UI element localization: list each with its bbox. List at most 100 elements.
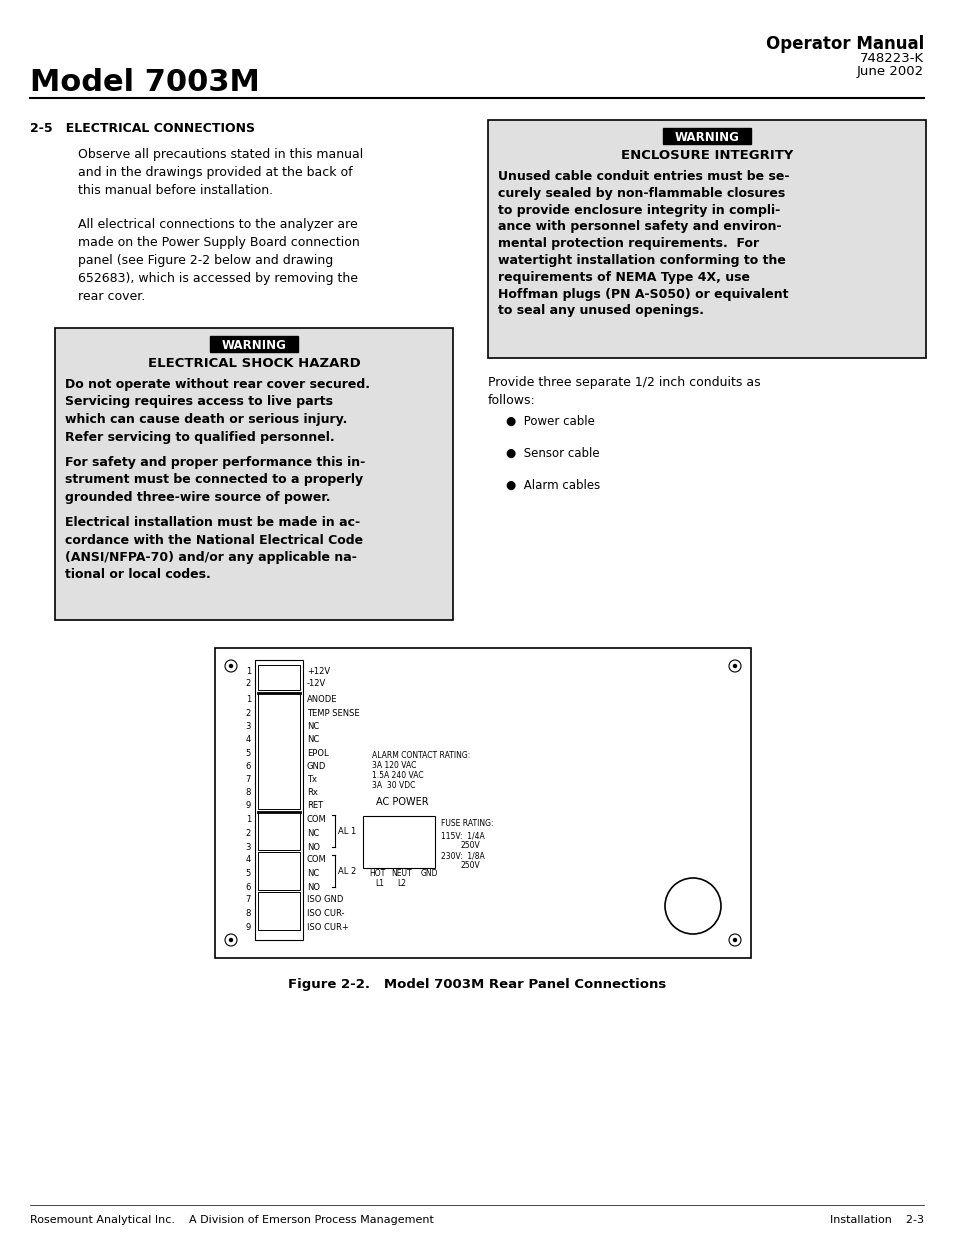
Circle shape bbox=[230, 939, 233, 941]
Text: 7: 7 bbox=[245, 894, 251, 904]
Text: ELECTRICAL SHOCK HAZARD: ELECTRICAL SHOCK HAZARD bbox=[148, 357, 360, 370]
Text: 3: 3 bbox=[245, 842, 251, 851]
Text: NC: NC bbox=[307, 735, 319, 745]
Bar bbox=[662, 128, 750, 144]
Text: Provide three separate 1/2 inch conduits as
follows:: Provide three separate 1/2 inch conduits… bbox=[488, 375, 760, 408]
Text: ●  Sensor cable: ● Sensor cable bbox=[505, 447, 599, 459]
Bar bbox=[257, 811, 299, 850]
Text: Unused cable conduit entries must be se-
curely sealed by non-flammable closures: Unused cable conduit entries must be se-… bbox=[497, 170, 789, 317]
Text: RET: RET bbox=[307, 802, 323, 810]
Text: L2: L2 bbox=[396, 879, 406, 888]
Text: 6: 6 bbox=[245, 762, 251, 771]
Bar bbox=[55, 329, 453, 620]
Text: 3A  30 VDC: 3A 30 VDC bbox=[372, 781, 415, 789]
Text: EPOL: EPOL bbox=[307, 748, 328, 757]
Text: HOT: HOT bbox=[369, 869, 385, 878]
Text: Electrical installation must be made in ac-
cordance with the National Electrica: Electrical installation must be made in … bbox=[65, 516, 363, 582]
Text: Model 7003M: Model 7003M bbox=[30, 68, 259, 98]
Text: NC: NC bbox=[307, 722, 319, 731]
Bar bbox=[257, 693, 299, 809]
Text: 7: 7 bbox=[245, 776, 251, 784]
Text: TEMP SENSE: TEMP SENSE bbox=[307, 709, 359, 718]
Text: ENCLOSURE INTEGRITY: ENCLOSURE INTEGRITY bbox=[620, 149, 792, 162]
Text: NC: NC bbox=[307, 829, 319, 837]
Bar bbox=[257, 892, 299, 930]
Bar bbox=[488, 120, 925, 358]
Bar bbox=[254, 659, 303, 940]
Bar bbox=[214, 648, 750, 958]
Text: NC: NC bbox=[307, 868, 319, 878]
Text: AL 1: AL 1 bbox=[337, 826, 355, 836]
Text: 9: 9 bbox=[246, 802, 251, 810]
Text: 2-5   ELECTRICAL CONNECTIONS: 2-5 ELECTRICAL CONNECTIONS bbox=[30, 122, 254, 135]
Text: 2: 2 bbox=[246, 709, 251, 718]
Circle shape bbox=[225, 659, 236, 672]
Circle shape bbox=[230, 664, 233, 667]
Circle shape bbox=[733, 664, 736, 667]
Text: COM: COM bbox=[307, 855, 327, 863]
Bar bbox=[257, 852, 299, 890]
Text: For safety and proper performance this in-
strument must be connected to a prope: For safety and proper performance this i… bbox=[65, 456, 365, 504]
Text: ●  Alarm cables: ● Alarm cables bbox=[505, 479, 599, 492]
Text: 3: 3 bbox=[245, 722, 251, 731]
Text: ●  Power cable: ● Power cable bbox=[505, 415, 595, 429]
Text: FUSE RATING:: FUSE RATING: bbox=[440, 820, 493, 829]
Text: 250V: 250V bbox=[460, 841, 480, 851]
Text: ALARM CONTACT RATING:: ALARM CONTACT RATING: bbox=[372, 751, 470, 760]
Text: NEUT: NEUT bbox=[391, 869, 411, 878]
Circle shape bbox=[728, 934, 740, 946]
Text: 1: 1 bbox=[246, 815, 251, 824]
Text: GND: GND bbox=[307, 762, 326, 771]
Text: AL 2: AL 2 bbox=[337, 867, 355, 876]
Text: ISO CUR-: ISO CUR- bbox=[307, 909, 344, 918]
Text: Rosemount Analytical Inc.    A Division of Emerson Process Management: Rosemount Analytical Inc. A Division of … bbox=[30, 1215, 434, 1225]
Text: 115V:  1/4A: 115V: 1/4A bbox=[440, 831, 484, 841]
Circle shape bbox=[733, 939, 736, 941]
Text: June 2002: June 2002 bbox=[856, 65, 923, 78]
Text: WARNING: WARNING bbox=[674, 131, 739, 144]
Text: Observe all precautions stated in this manual
and in the drawings provided at th: Observe all precautions stated in this m… bbox=[78, 148, 363, 198]
Text: 748223-K: 748223-K bbox=[859, 52, 923, 65]
Text: 9: 9 bbox=[246, 923, 251, 931]
Text: Do not operate without rear cover secured.
Servicing requires access to live par: Do not operate without rear cover secure… bbox=[65, 378, 370, 443]
Text: +12V: +12V bbox=[307, 667, 330, 677]
Text: Operator Manual: Operator Manual bbox=[765, 35, 923, 53]
Text: ISO GND: ISO GND bbox=[307, 894, 343, 904]
Text: AC POWER: AC POWER bbox=[375, 797, 428, 806]
Circle shape bbox=[225, 934, 236, 946]
Text: 1: 1 bbox=[246, 695, 251, 704]
Bar bbox=[257, 664, 299, 690]
Bar bbox=[210, 336, 297, 352]
Text: -12V: -12V bbox=[307, 678, 326, 688]
Text: 5: 5 bbox=[246, 868, 251, 878]
Circle shape bbox=[728, 659, 740, 672]
Text: All electrical connections to the analyzer are
made on the Power Supply Board co: All electrical connections to the analyz… bbox=[78, 219, 359, 303]
Text: WARNING: WARNING bbox=[221, 338, 286, 352]
Text: Figure 2-2.   Model 7003M Rear Panel Connections: Figure 2-2. Model 7003M Rear Panel Conne… bbox=[288, 978, 665, 990]
Text: 230V:  1/8A: 230V: 1/8A bbox=[440, 851, 484, 861]
Circle shape bbox=[664, 878, 720, 934]
Text: NO: NO bbox=[307, 883, 319, 892]
Text: 3A 120 VAC: 3A 120 VAC bbox=[372, 761, 416, 769]
Text: Installation    2-3: Installation 2-3 bbox=[829, 1215, 923, 1225]
Text: 5: 5 bbox=[246, 748, 251, 757]
Text: 8: 8 bbox=[245, 788, 251, 798]
Text: NO: NO bbox=[307, 842, 319, 851]
Text: 4: 4 bbox=[246, 855, 251, 863]
Text: Tx: Tx bbox=[307, 776, 316, 784]
Bar bbox=[363, 816, 435, 868]
Text: ISO CUR+: ISO CUR+ bbox=[307, 923, 349, 931]
Text: GND: GND bbox=[420, 869, 438, 878]
Text: 2: 2 bbox=[246, 829, 251, 837]
Text: 1.5A 240 VAC: 1.5A 240 VAC bbox=[372, 771, 423, 779]
Text: L1: L1 bbox=[375, 879, 384, 888]
Text: Rx: Rx bbox=[307, 788, 317, 798]
Text: 250V: 250V bbox=[460, 862, 480, 871]
Text: 4: 4 bbox=[246, 735, 251, 745]
Text: COM: COM bbox=[307, 815, 327, 824]
Text: 2: 2 bbox=[246, 678, 251, 688]
Text: 6: 6 bbox=[245, 883, 251, 892]
Text: 1: 1 bbox=[246, 667, 251, 677]
Text: 8: 8 bbox=[245, 909, 251, 918]
Text: ANODE: ANODE bbox=[307, 695, 337, 704]
